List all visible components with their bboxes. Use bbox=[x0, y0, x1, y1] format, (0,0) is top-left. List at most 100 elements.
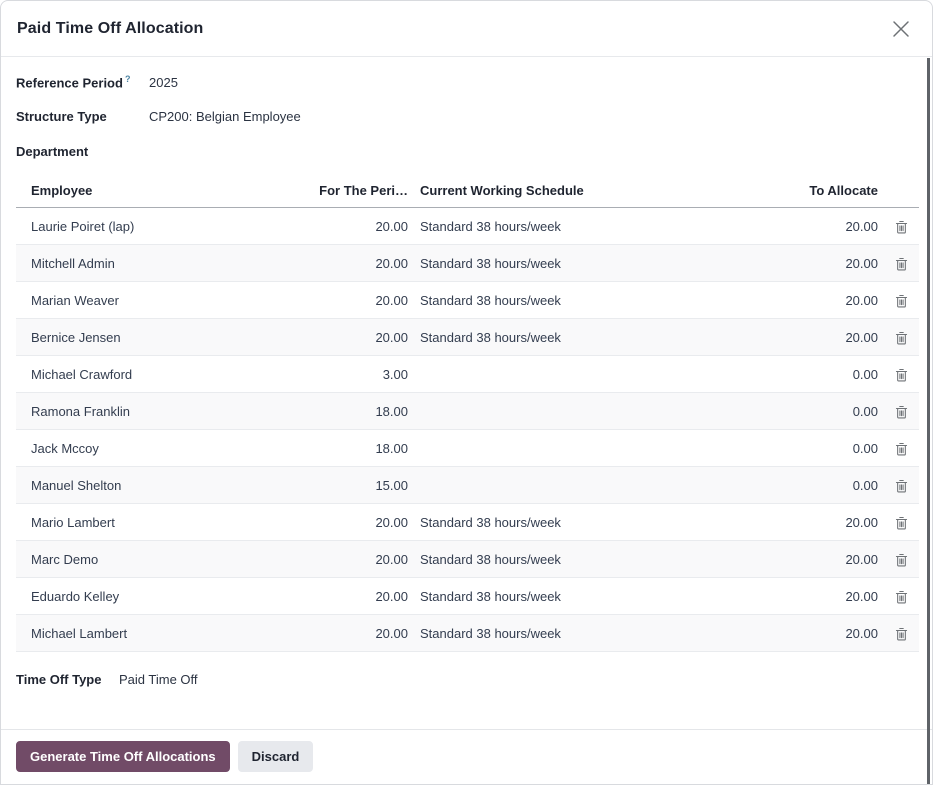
current-working-schedule-cell[interactable]: Standard 38 hours/week bbox=[414, 244, 732, 282]
column-header-current-working-schedule[interactable]: Current Working Schedule bbox=[414, 179, 732, 208]
structure-type-value[interactable]: CP200: Belgian Employee bbox=[149, 109, 301, 124]
current-working-schedule-cell[interactable] bbox=[414, 429, 732, 467]
employee-cell[interactable]: Jack Mccoy bbox=[16, 429, 304, 467]
for-the-period-cell[interactable]: 20.00 bbox=[304, 281, 414, 319]
to-allocate-cell[interactable]: 20.00 bbox=[732, 244, 884, 282]
dialog-header: Paid Time Off Allocation bbox=[1, 1, 932, 57]
for-the-period-cell[interactable]: 18.00 bbox=[304, 429, 414, 467]
for-the-period-cell[interactable]: 20.00 bbox=[304, 244, 414, 282]
to-allocate-cell[interactable]: 20.00 bbox=[732, 503, 884, 541]
dialog-body: Reference Period? 2025 Structure Type CP… bbox=[1, 57, 932, 729]
for-the-period-cell[interactable]: 15.00 bbox=[304, 466, 414, 504]
column-header-employee[interactable]: Employee bbox=[16, 179, 304, 208]
employee-cell[interactable]: Mario Lambert bbox=[16, 503, 304, 541]
employee-cell[interactable]: Manuel Shelton bbox=[16, 466, 304, 504]
delete-row-button[interactable] bbox=[884, 540, 919, 578]
delete-row-button[interactable] bbox=[884, 355, 919, 393]
delete-row-button[interactable] bbox=[884, 577, 919, 615]
employee-cell[interactable]: Michael Crawford bbox=[16, 355, 304, 393]
to-allocate-cell[interactable]: 20.00 bbox=[732, 614, 884, 652]
structure-type-label: Structure Type bbox=[16, 109, 107, 124]
current-working-schedule-cell[interactable] bbox=[414, 466, 732, 504]
table-row[interactable]: Mitchell Admin 20.00 Standard 38 hours/w… bbox=[16, 244, 919, 282]
current-working-schedule-cell[interactable]: Standard 38 hours/week bbox=[414, 318, 732, 356]
table-row[interactable]: Marian Weaver 20.00 Standard 38 hours/we… bbox=[16, 281, 919, 319]
employee-cell[interactable]: Marian Weaver bbox=[16, 281, 304, 319]
for-the-period-cell[interactable]: 3.00 bbox=[304, 355, 414, 393]
to-allocate-cell[interactable]: 20.00 bbox=[732, 577, 884, 615]
delete-row-button[interactable] bbox=[884, 392, 919, 430]
dialog-footer: Generate Time Off Allocations Discard bbox=[1, 729, 932, 784]
field-time-off-type: Time Off Type Paid Time Off bbox=[16, 672, 917, 693]
discard-button[interactable]: Discard bbox=[237, 741, 314, 772]
table-row[interactable]: Michael Lambert 20.00 Standard 38 hours/… bbox=[16, 614, 919, 652]
table-row[interactable]: Manuel Shelton 15.00 0.00 bbox=[16, 466, 919, 504]
time-off-type-value[interactable]: Paid Time Off bbox=[119, 672, 198, 687]
delete-row-button[interactable] bbox=[884, 244, 919, 282]
current-working-schedule-cell[interactable]: Standard 38 hours/week bbox=[414, 540, 732, 578]
generate-time-off-allocations-button[interactable]: Generate Time Off Allocations bbox=[16, 741, 230, 772]
table-row[interactable]: Eduardo Kelley 20.00 Standard 38 hours/w… bbox=[16, 577, 919, 615]
department-label: Department bbox=[16, 144, 89, 159]
trash-icon bbox=[895, 294, 908, 308]
employee-cell[interactable]: Ramona Franklin bbox=[16, 392, 304, 430]
trash-icon bbox=[895, 257, 908, 271]
to-allocate-cell[interactable]: 20.00 bbox=[732, 207, 884, 245]
trash-icon bbox=[895, 479, 908, 493]
employee-cell[interactable]: Michael Lambert bbox=[16, 614, 304, 652]
dialog-title: Paid Time Off Allocation bbox=[17, 19, 204, 37]
for-the-period-cell[interactable]: 20.00 bbox=[304, 503, 414, 541]
help-tooltip-icon[interactable]: ? bbox=[124, 74, 131, 84]
for-the-period-cell[interactable]: 20.00 bbox=[304, 577, 414, 615]
allocation-table: Employee For The Peri… Current Working S… bbox=[16, 179, 919, 652]
to-allocate-cell[interactable]: 20.00 bbox=[732, 318, 884, 356]
employee-cell[interactable]: Laurie Poiret (lap) bbox=[16, 207, 304, 245]
for-the-period-cell[interactable]: 20.00 bbox=[304, 318, 414, 356]
for-the-period-cell[interactable]: 20.00 bbox=[304, 207, 414, 245]
delete-row-button[interactable] bbox=[884, 466, 919, 504]
table-row[interactable]: Jack Mccoy 18.00 0.00 bbox=[16, 429, 919, 467]
field-department: Department bbox=[16, 144, 917, 165]
to-allocate-cell[interactable]: 0.00 bbox=[732, 429, 884, 467]
column-header-for-the-period[interactable]: For The Peri… bbox=[304, 179, 414, 208]
delete-row-button[interactable] bbox=[884, 281, 919, 319]
reference-period-value[interactable]: 2025 bbox=[149, 75, 178, 91]
vertical-scrollbar[interactable] bbox=[927, 58, 930, 784]
employee-cell[interactable]: Eduardo Kelley bbox=[16, 577, 304, 615]
table-row[interactable]: Ramona Franklin 18.00 0.00 bbox=[16, 392, 919, 430]
current-working-schedule-cell[interactable]: Standard 38 hours/week bbox=[414, 281, 732, 319]
column-header-to-allocate[interactable]: To Allocate bbox=[732, 179, 884, 208]
current-working-schedule-cell[interactable] bbox=[414, 392, 732, 430]
for-the-period-cell[interactable]: 20.00 bbox=[304, 540, 414, 578]
table-row[interactable]: Marc Demo 20.00 Standard 38 hours/week 2… bbox=[16, 540, 919, 578]
table-row[interactable]: Michael Crawford 3.00 0.00 bbox=[16, 355, 919, 393]
delete-row-button[interactable] bbox=[884, 503, 919, 541]
close-icon[interactable] bbox=[888, 16, 914, 42]
employee-cell[interactable]: Marc Demo bbox=[16, 540, 304, 578]
to-allocate-cell[interactable]: 0.00 bbox=[732, 355, 884, 393]
employee-cell[interactable]: Mitchell Admin bbox=[16, 244, 304, 282]
table-row[interactable]: Bernice Jensen 20.00 Standard 38 hours/w… bbox=[16, 318, 919, 356]
for-the-period-cell[interactable]: 20.00 bbox=[304, 614, 414, 652]
to-allocate-cell[interactable]: 20.00 bbox=[732, 540, 884, 578]
delete-row-button[interactable] bbox=[884, 429, 919, 467]
table-row[interactable]: Laurie Poiret (lap) 20.00 Standard 38 ho… bbox=[16, 207, 919, 245]
current-working-schedule-cell[interactable]: Standard 38 hours/week bbox=[414, 503, 732, 541]
delete-row-button[interactable] bbox=[884, 207, 919, 245]
trash-icon bbox=[895, 627, 908, 641]
delete-row-button[interactable] bbox=[884, 614, 919, 652]
current-working-schedule-cell[interactable]: Standard 38 hours/week bbox=[414, 577, 732, 615]
to-allocate-cell[interactable]: 0.00 bbox=[732, 466, 884, 504]
current-working-schedule-cell[interactable] bbox=[414, 355, 732, 393]
current-working-schedule-cell[interactable]: Standard 38 hours/week bbox=[414, 614, 732, 652]
to-allocate-cell[interactable]: 0.00 bbox=[732, 392, 884, 430]
table-row[interactable]: Mario Lambert 20.00 Standard 38 hours/we… bbox=[16, 503, 919, 541]
to-allocate-cell[interactable]: 20.00 bbox=[732, 281, 884, 319]
delete-row-button[interactable] bbox=[884, 318, 919, 356]
table-body: Laurie Poiret (lap) 20.00 Standard 38 ho… bbox=[16, 207, 919, 652]
trash-icon bbox=[895, 368, 908, 382]
current-working-schedule-cell[interactable]: Standard 38 hours/week bbox=[414, 207, 732, 245]
employee-cell[interactable]: Bernice Jensen bbox=[16, 318, 304, 356]
reference-period-label-text: Reference Period bbox=[16, 75, 123, 91]
for-the-period-cell[interactable]: 18.00 bbox=[304, 392, 414, 430]
